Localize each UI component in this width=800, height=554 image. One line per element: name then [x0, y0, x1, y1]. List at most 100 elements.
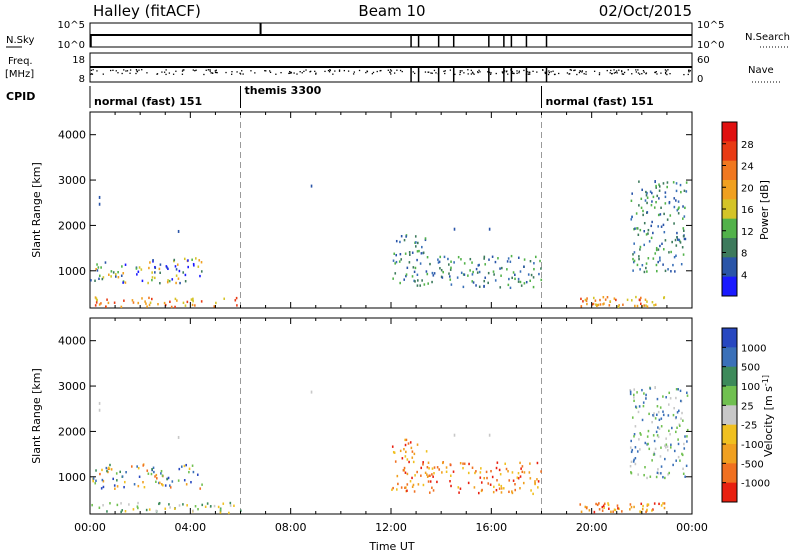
range-cell — [487, 281, 489, 285]
nave-dot — [338, 69, 341, 71]
range-cell — [141, 279, 144, 283]
range-cell — [652, 195, 655, 199]
range-cell — [392, 259, 395, 262]
range-cell — [630, 450, 633, 454]
range-cell — [201, 503, 204, 507]
range-cell — [662, 182, 665, 185]
range-cell — [654, 303, 657, 306]
range-cell — [196, 473, 199, 476]
nave-dot — [542, 69, 544, 71]
range-cell — [399, 281, 401, 285]
range-cell — [436, 480, 438, 484]
colorbar-tick-label: -1000 — [741, 479, 770, 490]
range-cell — [426, 272, 429, 276]
range-cell — [504, 462, 507, 465]
range-cell — [422, 251, 425, 254]
nave-dot — [459, 71, 461, 74]
range-cell — [414, 266, 417, 270]
range-cell — [474, 471, 476, 475]
colorbar-frame — [721, 327, 738, 503]
range-cell — [483, 476, 486, 480]
range-cell — [514, 273, 516, 277]
nave-dot — [548, 72, 551, 74]
range-cell — [520, 284, 523, 287]
range-cell — [190, 480, 192, 484]
range-cell — [424, 238, 427, 242]
nave-tick-bottom: 0 — [697, 74, 703, 85]
nave-dot — [254, 72, 256, 74]
range-cell — [656, 397, 659, 401]
range-cell — [528, 471, 531, 474]
range-cell — [665, 443, 668, 446]
range-cell — [411, 456, 414, 459]
range-cell — [416, 273, 419, 277]
range-cell — [114, 487, 116, 490]
range-cell — [478, 285, 481, 288]
range-cell — [173, 258, 176, 262]
nave-dot — [209, 69, 211, 71]
nave-dot — [115, 70, 117, 72]
nsearch-tick-top: 10^5 — [697, 20, 724, 31]
range-cell — [484, 276, 487, 279]
range-cell — [651, 509, 653, 512]
range-cell — [399, 252, 402, 256]
range-cell — [411, 485, 414, 489]
range-cell — [643, 392, 645, 395]
nave-dot — [379, 70, 381, 72]
range-cell — [403, 447, 405, 451]
range-cell — [499, 267, 501, 270]
nave-dot — [463, 72, 465, 74]
colorbar-tick-label: -100 — [741, 440, 764, 451]
range-cell — [500, 484, 503, 488]
range-cell — [519, 461, 521, 465]
range-cell — [400, 235, 403, 238]
range-cell — [408, 460, 410, 464]
range-cell — [155, 473, 158, 477]
range-cell — [634, 227, 636, 230]
range-cell — [603, 506, 605, 509]
nave-dot — [109, 69, 112, 72]
range-cell — [686, 435, 688, 438]
nave-dot — [372, 71, 375, 74]
range-cell — [449, 278, 452, 281]
nave-dot — [532, 70, 534, 72]
range-cell — [522, 481, 525, 485]
range-cell — [161, 474, 164, 477]
nave-dot — [536, 71, 538, 73]
range-cell — [396, 488, 398, 491]
range-cell — [412, 483, 415, 487]
nave-dot — [225, 71, 227, 74]
range-cell — [123, 480, 126, 484]
colorbar-band — [722, 405, 737, 426]
range-cell — [638, 180, 640, 183]
nave-dot — [175, 70, 177, 72]
range-cell — [643, 243, 646, 247]
range-cell — [517, 477, 520, 480]
range-cell — [310, 184, 313, 188]
range-cell — [591, 303, 594, 306]
range-cell — [198, 259, 201, 262]
range-cell — [537, 480, 540, 483]
nave-dot — [90, 69, 93, 71]
nave-dot — [123, 69, 125, 71]
range-cell — [613, 508, 616, 511]
nave-dot — [635, 69, 637, 71]
nave-dot — [301, 72, 303, 74]
range-cell — [658, 183, 660, 186]
nave-dot — [309, 71, 311, 73]
range-cell — [95, 469, 97, 472]
x-tick-label: 00:00 — [676, 521, 708, 534]
range-cell — [638, 257, 640, 261]
range-cell — [643, 230, 646, 233]
range-cell — [677, 212, 680, 215]
range-cell — [540, 470, 542, 473]
range-cell — [651, 200, 653, 203]
range-cell — [681, 411, 683, 415]
range-cell — [161, 483, 163, 486]
range-cell — [584, 298, 587, 302]
range-cell — [586, 302, 588, 306]
nsky-strip: N.Sky 10^5 10^0 10^5 10^0 N.Search — [6, 20, 790, 51]
power-ylabel: Slant Range [km] — [30, 162, 43, 258]
range-cell — [580, 510, 583, 513]
range-cell — [177, 277, 180, 280]
